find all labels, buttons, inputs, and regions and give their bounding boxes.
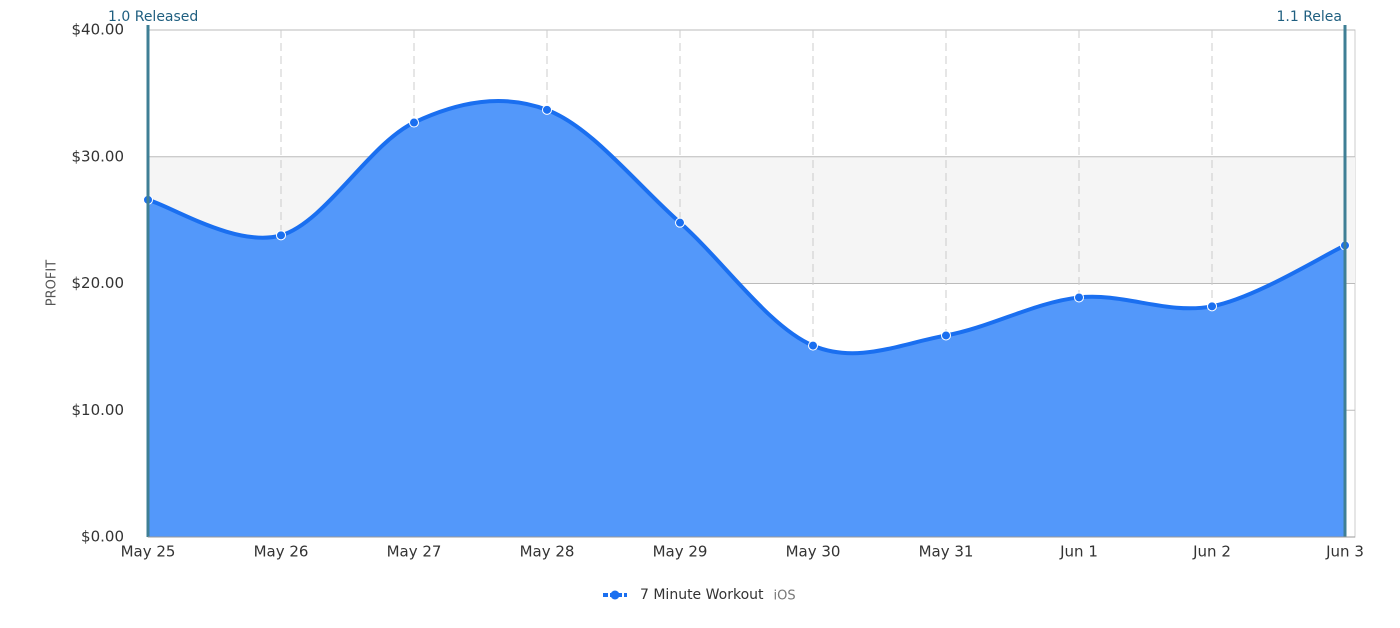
y-tick-label: $40.00: [72, 21, 125, 39]
line: [147, 99, 1346, 356]
x-tick-label: Jun 1: [1059, 543, 1098, 561]
x-tick-label: May 27: [387, 543, 442, 561]
y-tick-label: $10.00: [72, 401, 125, 419]
point: [1207, 301, 1217, 312]
point: [409, 117, 419, 128]
point: [542, 104, 552, 115]
x-tick-label: Jun 3: [1325, 543, 1364, 561]
y-tick-label: $30.00: [72, 147, 125, 165]
x-tick-label: May 28: [520, 543, 575, 561]
annotation-label: 1.0 Released: [108, 9, 198, 25]
y-axis-label: PROFIT: [45, 260, 60, 306]
annotation-label: 1.1 Relea: [1276, 9, 1342, 25]
point: [675, 217, 685, 228]
point: [941, 330, 951, 341]
x-tick-label: May 25: [121, 543, 176, 561]
point: [1074, 292, 1084, 303]
x-tick-label: Jun 2: [1192, 543, 1231, 561]
point: [276, 230, 286, 241]
x-tick-label: May 29: [653, 543, 708, 561]
legend-dot: [610, 590, 620, 600]
legend-platform: iOS: [774, 589, 796, 604]
x-tick-label: May 31: [919, 543, 974, 561]
point: [808, 340, 818, 351]
y-tick-label: $20.00: [72, 274, 125, 292]
x-tick-label: May 30: [786, 543, 841, 561]
y-tick-label: $0.00: [81, 528, 124, 546]
x-tick-label: May 26: [254, 543, 309, 561]
area: [148, 101, 1345, 537]
legend-label: 7 Minute Workout: [640, 587, 764, 603]
